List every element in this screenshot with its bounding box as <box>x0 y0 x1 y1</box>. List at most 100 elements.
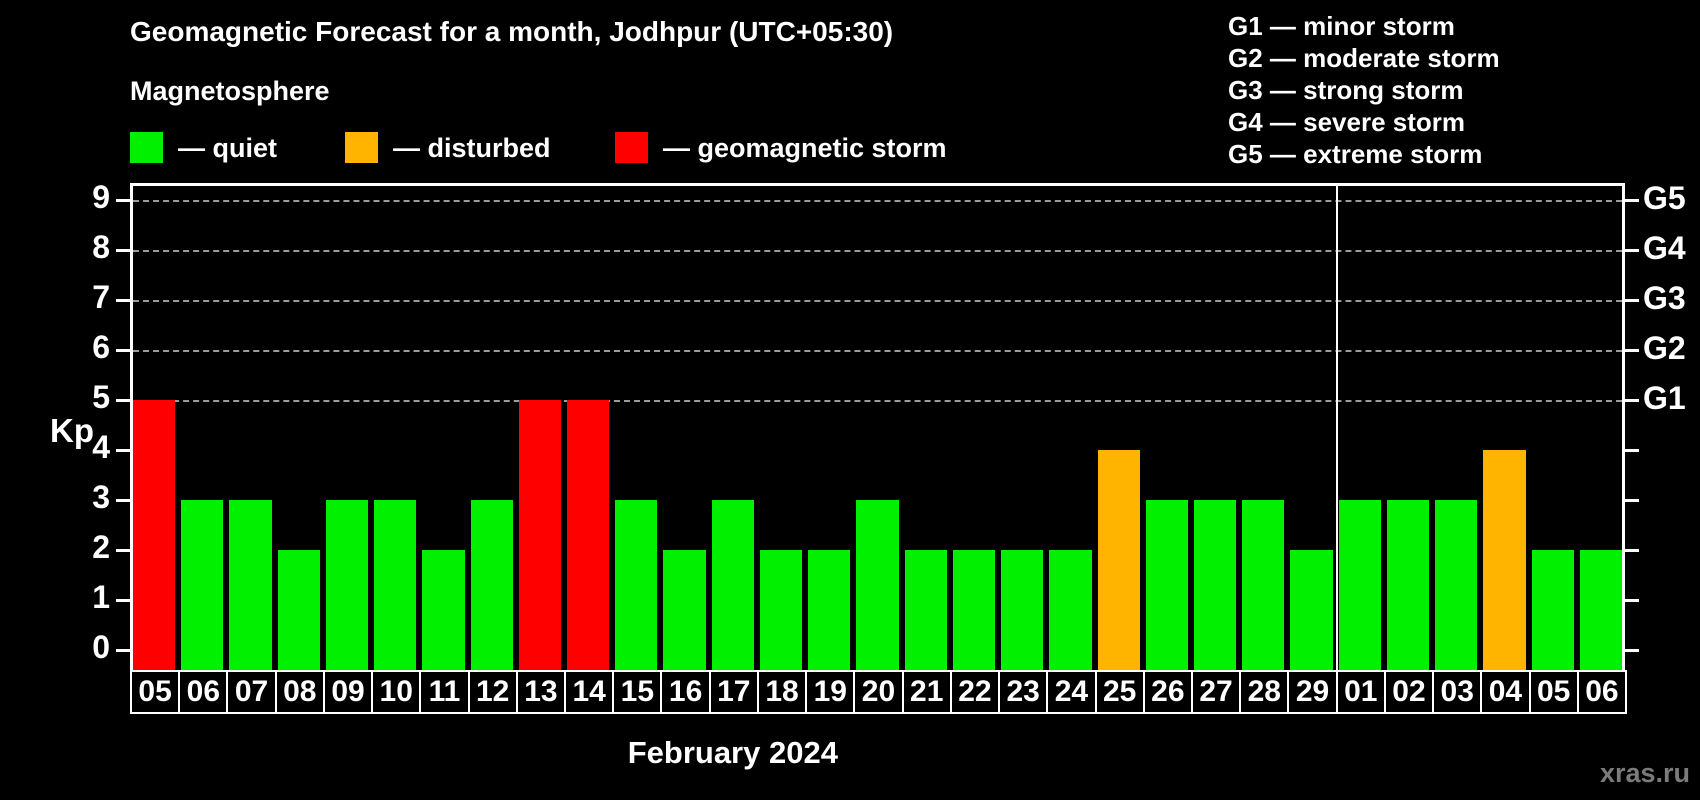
y-tick-label-6: 6 <box>92 329 110 365</box>
day-label-06: 06 <box>178 670 229 714</box>
day-label-16: 16 <box>660 670 711 714</box>
day-label-04: 04 <box>1480 670 1531 714</box>
y-tick-label-7: 7 <box>92 279 110 315</box>
kp-bar-day-10 <box>374 500 417 670</box>
day-label-08: 08 <box>274 670 325 714</box>
y-axis-tick-3 <box>116 499 130 502</box>
kp-bar-day-15 <box>615 500 658 670</box>
day-label-21: 21 <box>901 670 952 714</box>
day-label-18: 18 <box>756 670 808 714</box>
kp-bar-day-01 <box>1338 500 1381 670</box>
kp-bar-day-14 <box>567 400 610 670</box>
g-axis-tick-7 <box>1625 299 1639 302</box>
g1-legend-line: G1 — minor storm <box>1228 11 1455 41</box>
day-label-03: 03 <box>1432 670 1483 714</box>
day-label-13: 13 <box>515 670 567 714</box>
day-label-27: 27 <box>1190 670 1242 714</box>
kp-bar-day-11 <box>422 550 465 670</box>
kp-bar-day-02 <box>1386 500 1430 670</box>
storm-legend-swatch-icon <box>615 132 648 163</box>
plot-area <box>130 183 1625 670</box>
gridline-kp9 <box>133 200 1622 202</box>
disturbed-legend-label: — disturbed <box>393 133 551 163</box>
day-label-11: 11 <box>419 670 470 714</box>
kp-bar-day-04 <box>1483 450 1526 670</box>
kp-bar-day-25 <box>1097 450 1140 670</box>
kp-bar-day-20 <box>856 500 899 670</box>
y-tick-label-3: 3 <box>92 479 110 515</box>
y-axis-tick-4 <box>116 449 130 452</box>
y-axis-tick-9 <box>116 199 130 202</box>
day-label-29: 29 <box>1287 670 1338 714</box>
kp-bar-day-06 <box>181 500 224 670</box>
y-axis-tick-7 <box>116 299 130 302</box>
day-label-06: 06 <box>1576 670 1627 714</box>
y-tick-label-4: 4 <box>92 429 110 465</box>
kp-bar-day-06 <box>1579 550 1622 670</box>
day-label-23: 23 <box>998 670 1049 714</box>
disturbed-legend-swatch-icon <box>345 132 378 163</box>
g-axis-tick-4 <box>1625 449 1639 452</box>
quiet-legend-label: — quiet <box>178 133 277 163</box>
day-label-24: 24 <box>1046 670 1097 714</box>
y-tick-label-9: 9 <box>92 179 110 215</box>
g-axis-tick-0 <box>1625 649 1639 652</box>
gridline-kp5 <box>133 400 1622 402</box>
g-axis-tick-3 <box>1625 499 1639 502</box>
y-axis-tick-2 <box>116 549 130 552</box>
kp-bar-day-09 <box>325 500 369 670</box>
chart-subtitle: Magnetosphere <box>130 76 330 106</box>
gridline-kp6 <box>133 350 1622 352</box>
kp-bar-day-21 <box>904 550 947 670</box>
kp-bar-day-12 <box>470 500 513 670</box>
g2-legend-line: G2 — moderate storm <box>1228 43 1500 73</box>
kp-bar-day-16 <box>663 550 706 670</box>
kp-bar-day-07 <box>229 500 272 670</box>
g-axis-label-g2: G2 <box>1643 330 1686 366</box>
y-tick-label-0: 0 <box>92 629 110 665</box>
g5-legend-line: G5 — extreme storm <box>1228 139 1483 169</box>
y-axis-tick-5 <box>116 399 130 402</box>
kp-bar-day-22 <box>952 550 996 670</box>
x-axis-title: February 2024 <box>627 735 838 770</box>
y-tick-label-5: 5 <box>92 379 110 415</box>
kp-bar-day-27 <box>1193 500 1237 670</box>
day-label-09: 09 <box>322 670 374 714</box>
y-tick-label-2: 2 <box>92 529 110 565</box>
kp-bar-day-03 <box>1435 500 1478 670</box>
y-axis-tick-6 <box>116 349 130 352</box>
g-axis-tick-9 <box>1625 199 1639 202</box>
day-label-10: 10 <box>371 670 422 714</box>
day-label-02: 02 <box>1383 670 1435 714</box>
kp-bar-day-19 <box>808 550 851 670</box>
kp-bar-day-13 <box>518 400 562 670</box>
g-axis-tick-2 <box>1625 549 1639 552</box>
gridline-kp7 <box>133 300 1622 302</box>
g4-legend-line: G4 — severe storm <box>1228 107 1466 137</box>
y-tick-label-1: 1 <box>92 579 110 615</box>
day-label-25: 25 <box>1094 670 1145 714</box>
day-label-15: 15 <box>612 670 663 714</box>
kp-bar-day-23 <box>1001 550 1044 670</box>
y-axis-tick-0 <box>116 649 130 652</box>
kp-bar-day-17 <box>711 500 754 670</box>
chart-title: Geomagnetic Forecast for a month, Jodhpu… <box>130 16 894 47</box>
g-axis-tick-1 <box>1625 599 1639 602</box>
y-tick-label-8: 8 <box>92 229 110 265</box>
day-label-01: 01 <box>1335 670 1386 714</box>
kp-bar-day-05 <box>133 400 176 670</box>
kp-bar-day-08 <box>277 550 320 670</box>
g-axis-tick-5 <box>1625 399 1639 402</box>
g-axis-label-g1: G1 <box>1643 380 1686 416</box>
g-axis-label-g4: G4 <box>1643 230 1686 266</box>
gridline-kp8 <box>133 250 1622 252</box>
day-label-12: 12 <box>467 670 518 714</box>
y-axis-title: Kp <box>50 412 94 449</box>
day-label-28: 28 <box>1239 670 1290 714</box>
kp-bar-day-28 <box>1242 500 1285 670</box>
day-label-05: 05 <box>1528 670 1579 714</box>
storm-legend-label: — geomagnetic storm <box>663 133 947 163</box>
day-label-14: 14 <box>564 670 615 714</box>
g3-legend-line: G3 — strong storm <box>1228 75 1464 105</box>
